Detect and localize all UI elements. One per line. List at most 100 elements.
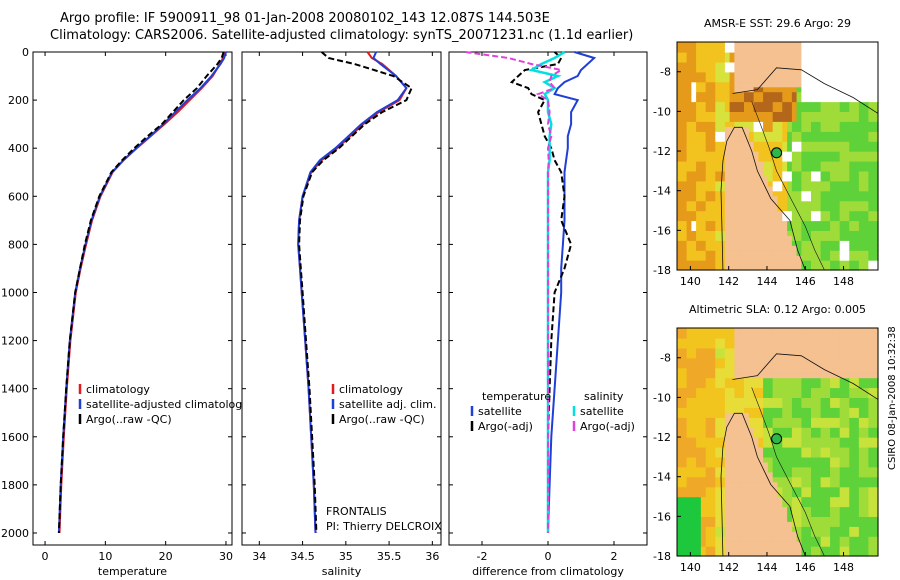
map-cell	[839, 170, 846, 177]
map-cell	[691, 126, 697, 132]
map-cell	[844, 526, 850, 532]
map-cell	[686, 235, 692, 241]
map-cell	[748, 260, 755, 266]
map-cell	[681, 101, 688, 108]
map-cell	[767, 536, 774, 542]
map-cell	[806, 101, 812, 108]
map-cell	[854, 265, 860, 271]
map-cell	[873, 260, 879, 266]
map-cell	[724, 521, 731, 527]
map-cell	[691, 81, 697, 88]
map-cell	[772, 536, 779, 542]
map-cell	[720, 235, 726, 241]
map-cell	[763, 551, 769, 557]
map-cell	[854, 471, 860, 478]
map-cell	[686, 417, 692, 423]
map-cell	[724, 47, 731, 53]
map-cell	[734, 215, 740, 222]
map-cell	[854, 352, 860, 359]
map-cell	[720, 392, 726, 398]
map-cell	[705, 131, 712, 137]
map-cell	[839, 245, 846, 251]
map-cell	[839, 506, 846, 512]
map-cell	[820, 546, 826, 552]
map-cell	[815, 235, 822, 241]
map-cell	[787, 245, 793, 251]
map-cell	[873, 461, 879, 468]
map-cell	[858, 412, 865, 418]
map-cell	[839, 71, 846, 78]
map-cell	[753, 47, 759, 53]
map-cell	[777, 471, 783, 478]
map-cell	[839, 131, 846, 137]
map-cell	[858, 260, 865, 266]
map-cell	[858, 496, 865, 503]
map-cell	[772, 101, 779, 108]
map-cell	[854, 210, 860, 217]
map-cell	[834, 451, 841, 458]
legend-label: Argo(..raw -QC)	[86, 413, 172, 426]
map-cell	[868, 377, 874, 384]
map-cell	[806, 387, 812, 394]
map-cell	[858, 91, 865, 98]
map-cell	[767, 101, 774, 108]
map-cell	[729, 51, 735, 58]
map-cell	[715, 42, 721, 48]
map-cell	[830, 397, 836, 403]
map-cell	[854, 377, 860, 384]
map-cell	[691, 265, 697, 271]
map-cell	[777, 456, 783, 463]
map-cell	[696, 397, 702, 403]
map-cell	[820, 180, 826, 187]
map-cell	[729, 372, 735, 379]
map-cell	[705, 541, 712, 547]
map-cell	[710, 200, 716, 207]
map-cell	[834, 397, 841, 403]
map-cell	[686, 496, 692, 503]
map-cell	[796, 185, 802, 192]
map-cell	[753, 471, 759, 478]
map-cell	[715, 516, 721, 522]
map-cell	[772, 367, 779, 374]
map-cell	[830, 131, 836, 137]
x-tick-label: 34.5	[290, 550, 315, 563]
map-cell	[811, 367, 817, 374]
map-cell	[782, 131, 788, 137]
map-cell	[839, 42, 846, 48]
map-cell	[724, 367, 731, 374]
map-cell	[734, 407, 740, 413]
map-cell	[677, 96, 683, 103]
map-cell	[811, 91, 817, 98]
map-cell	[849, 367, 855, 374]
map-cell	[820, 506, 826, 512]
map-cell	[748, 190, 755, 197]
map-cell	[739, 205, 745, 212]
map-cell	[720, 501, 726, 508]
map-cell	[720, 333, 726, 339]
map-cell	[868, 432, 874, 438]
map-cell	[748, 422, 755, 428]
map-cell	[863, 91, 869, 98]
map-cell	[868, 456, 874, 463]
map-cell	[806, 347, 812, 354]
map-cell	[844, 412, 850, 418]
map-cell	[858, 47, 865, 53]
map-cell	[753, 536, 759, 542]
map-cell	[748, 461, 755, 468]
map-cell	[691, 220, 697, 226]
map-cell	[863, 61, 869, 68]
map-cell	[868, 546, 874, 552]
map-cell	[801, 175, 807, 182]
map-cell	[796, 136, 802, 142]
map-cell	[767, 141, 774, 147]
map-cell	[724, 546, 731, 552]
map-cell	[815, 407, 822, 413]
map-cell	[748, 76, 755, 83]
map-cell	[777, 496, 783, 503]
map-cell	[686, 265, 692, 271]
map-cell	[763, 412, 769, 418]
map-cell	[739, 447, 745, 453]
map-cell	[796, 47, 802, 53]
map-cell	[767, 511, 774, 517]
map-cell	[830, 51, 836, 58]
